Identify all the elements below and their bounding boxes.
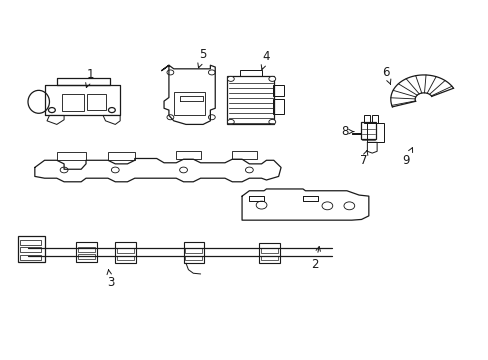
Text: 9: 9: [402, 148, 412, 167]
Bar: [183, 242, 203, 263]
Circle shape: [166, 115, 173, 120]
Bar: [76, 242, 97, 262]
Text: 6: 6: [382, 66, 390, 84]
Bar: [360, 122, 375, 139]
Bar: [20, 255, 41, 260]
Circle shape: [108, 108, 115, 113]
Bar: [185, 248, 202, 253]
Text: 8: 8: [340, 125, 353, 138]
Bar: [185, 256, 202, 260]
Ellipse shape: [28, 90, 49, 113]
Bar: [61, 94, 83, 111]
Bar: [108, 152, 135, 160]
Text: 4: 4: [261, 50, 270, 69]
Bar: [78, 254, 95, 259]
Bar: [57, 152, 86, 160]
Text: 2: 2: [311, 247, 320, 271]
Bar: [261, 248, 277, 253]
Bar: [366, 123, 384, 142]
Circle shape: [245, 167, 253, 173]
Circle shape: [227, 76, 234, 81]
Text: 5: 5: [198, 48, 206, 68]
Bar: [115, 242, 136, 263]
Bar: [20, 240, 41, 245]
Bar: [261, 256, 277, 260]
Bar: [176, 151, 200, 159]
Circle shape: [227, 120, 234, 125]
Bar: [117, 248, 134, 253]
Circle shape: [60, 167, 68, 173]
Circle shape: [322, 202, 332, 210]
Circle shape: [208, 115, 215, 120]
Text: 3: 3: [106, 270, 114, 289]
Bar: [272, 85, 283, 96]
Bar: [173, 92, 205, 116]
Circle shape: [268, 76, 275, 81]
Bar: [272, 99, 283, 114]
Bar: [232, 151, 256, 159]
Circle shape: [268, 120, 275, 125]
Circle shape: [48, 108, 55, 113]
Circle shape: [343, 202, 354, 210]
Bar: [371, 115, 377, 123]
Text: 1: 1: [85, 68, 95, 87]
Circle shape: [208, 70, 215, 75]
Bar: [117, 256, 134, 260]
Bar: [20, 247, 41, 252]
Bar: [18, 235, 44, 262]
Bar: [78, 247, 95, 252]
Bar: [239, 69, 261, 76]
Bar: [87, 94, 106, 110]
Circle shape: [256, 201, 266, 209]
Bar: [227, 76, 273, 125]
Circle shape: [179, 167, 187, 173]
Bar: [363, 115, 369, 123]
Circle shape: [166, 70, 173, 75]
Text: 7: 7: [360, 150, 367, 167]
Bar: [259, 243, 279, 263]
Circle shape: [111, 167, 119, 173]
